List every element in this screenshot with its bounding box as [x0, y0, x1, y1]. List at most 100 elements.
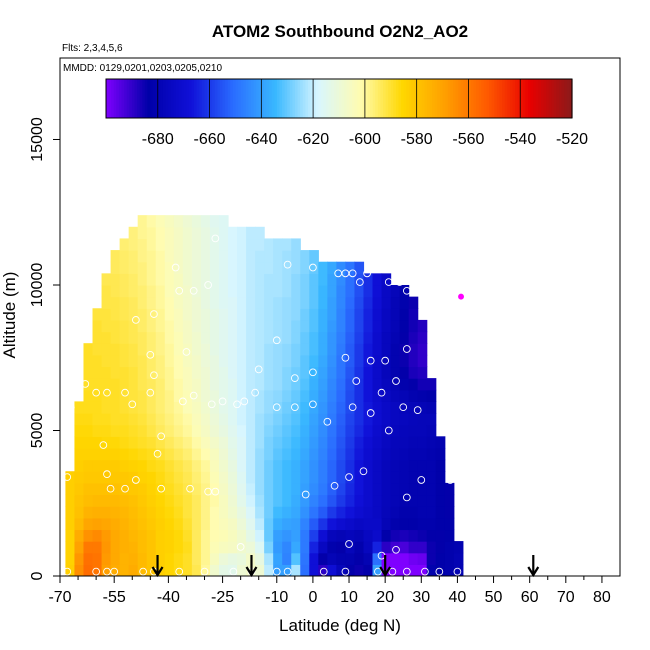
- heatmap-cell: [381, 564, 392, 576]
- heatmap-cell: [146, 354, 157, 368]
- heatmap-cell: [137, 273, 148, 286]
- heatmap-cell: [354, 401, 365, 414]
- heatmap-cell: [390, 331, 401, 344]
- heatmap-cell: [273, 529, 283, 542]
- colorbar-segment: [261, 79, 265, 118]
- heatmap-cell: [282, 424, 292, 437]
- heatmap-cell: [101, 366, 112, 379]
- colorbar-segment: [209, 79, 213, 118]
- y-tick-label: 0: [29, 571, 46, 580]
- heatmap-cell: [237, 564, 247, 576]
- heatmap-cell: [246, 529, 256, 542]
- heatmap-cell: [255, 308, 265, 321]
- heatmap-cell: [200, 273, 211, 286]
- heatmap-cell: [372, 564, 383, 576]
- heatmap-cell: [101, 343, 112, 356]
- heatmap-cell: [191, 529, 202, 542]
- heatmap-cell: [327, 459, 337, 472]
- heatmap-cell: [273, 447, 283, 461]
- sample-point: [229, 567, 238, 576]
- heatmap-cell: [309, 296, 319, 309]
- colorbar-tick-labels: -680 -660 -640 -620 -600 -580 -560 -540 -520: [142, 131, 588, 148]
- heatmap-cell: [327, 378, 337, 391]
- colorbar-segment: [439, 79, 444, 118]
- heatmap-cell: [363, 378, 374, 391]
- heatmap-cell: [255, 401, 265, 414]
- heatmap-cell: [291, 529, 301, 542]
- heatmap-cell: [83, 529, 94, 542]
- heatmap-cell: [110, 424, 121, 437]
- heatmap-cell: [246, 517, 256, 531]
- heatmap-cell: [408, 471, 419, 484]
- heatmap-cell: [390, 482, 401, 496]
- colorbar-segment: [331, 79, 335, 118]
- heatmap-cell: [155, 261, 166, 274]
- heatmap-cell: [209, 250, 220, 263]
- colorbar-segment: [129, 79, 133, 118]
- heatmap-cell: [218, 517, 229, 531]
- colorbar-segment: [214, 79, 218, 118]
- colorbar-segment: [194, 79, 198, 118]
- colorbar-segment: [463, 79, 467, 118]
- heatmap-cell: [372, 447, 383, 461]
- heatmap-cell: [246, 238, 256, 251]
- colorbar-tick-label: -540: [504, 131, 536, 148]
- sample-point: [175, 567, 184, 576]
- heatmap-cell: [119, 471, 130, 484]
- heatmap-cell: [327, 273, 337, 286]
- heatmap-cell: [173, 250, 184, 263]
- sample-point: [211, 234, 220, 243]
- heatmap-cell: [173, 517, 184, 531]
- heatmap-cell: [282, 552, 292, 565]
- heatmap-cell: [83, 482, 94, 496]
- heatmap-cell: [345, 482, 356, 496]
- heatmap-cell: [273, 331, 283, 344]
- heatmap-cell: [300, 366, 310, 379]
- heatmap-cell: [218, 459, 229, 472]
- heatmap-cell: [309, 284, 319, 298]
- colorbar-segment: [341, 79, 345, 118]
- heatmap-cell: [191, 424, 202, 437]
- heatmap-cell: [119, 447, 130, 461]
- heatmap-cell: [182, 401, 193, 414]
- sample-point: [345, 540, 353, 548]
- colorbar-segment: [401, 79, 405, 118]
- heatmap-cell: [83, 389, 94, 402]
- heatmap-cell: [273, 541, 283, 554]
- colorbar-segment: [155, 79, 159, 118]
- heatmap-cell: [264, 366, 274, 379]
- heatmap-cell: [74, 529, 85, 542]
- heatmap-cell: [182, 552, 193, 565]
- heatmap-cell: [336, 401, 347, 414]
- colorbar-segment: [447, 79, 451, 118]
- heatmap-cell: [182, 459, 193, 472]
- colorbar-segment: [530, 79, 534, 118]
- heatmap-cell: [309, 308, 319, 321]
- x-axis: -70 -55 -40 -25 -10 0 10 20 30 40 50 60 70 80: [48, 576, 611, 606]
- heatmap-cell: [164, 273, 175, 286]
- heatmap-cell: [237, 541, 247, 554]
- heatmap-cell: [354, 517, 365, 531]
- colorbar-segment: [398, 79, 402, 118]
- heatmap-cell: [327, 447, 337, 461]
- heatmap-cell: [173, 226, 184, 240]
- heatmap-cell: [363, 564, 374, 576]
- heatmap-cell: [119, 506, 130, 519]
- heatmap-cell: [444, 494, 455, 507]
- heatmap-cell: [291, 424, 301, 437]
- heatmap-cell: [363, 273, 374, 286]
- colorbar-segment: [147, 79, 151, 118]
- heatmap-cell: [426, 552, 437, 565]
- heatmap-cell: [191, 471, 202, 484]
- heatmap-cell: [228, 273, 238, 286]
- heatmap-cell: [291, 447, 301, 461]
- heatmap-cell: [417, 401, 428, 414]
- heatmap-cell: [164, 284, 175, 298]
- heatmap-cell: [173, 413, 184, 426]
- colorbar-segment: [108, 79, 112, 118]
- sample-point: [507, 567, 516, 576]
- heatmap-cell: [146, 273, 157, 286]
- heatmap-cell: [218, 238, 229, 251]
- heatmap-cell: [182, 343, 193, 356]
- sample-point: [146, 350, 155, 359]
